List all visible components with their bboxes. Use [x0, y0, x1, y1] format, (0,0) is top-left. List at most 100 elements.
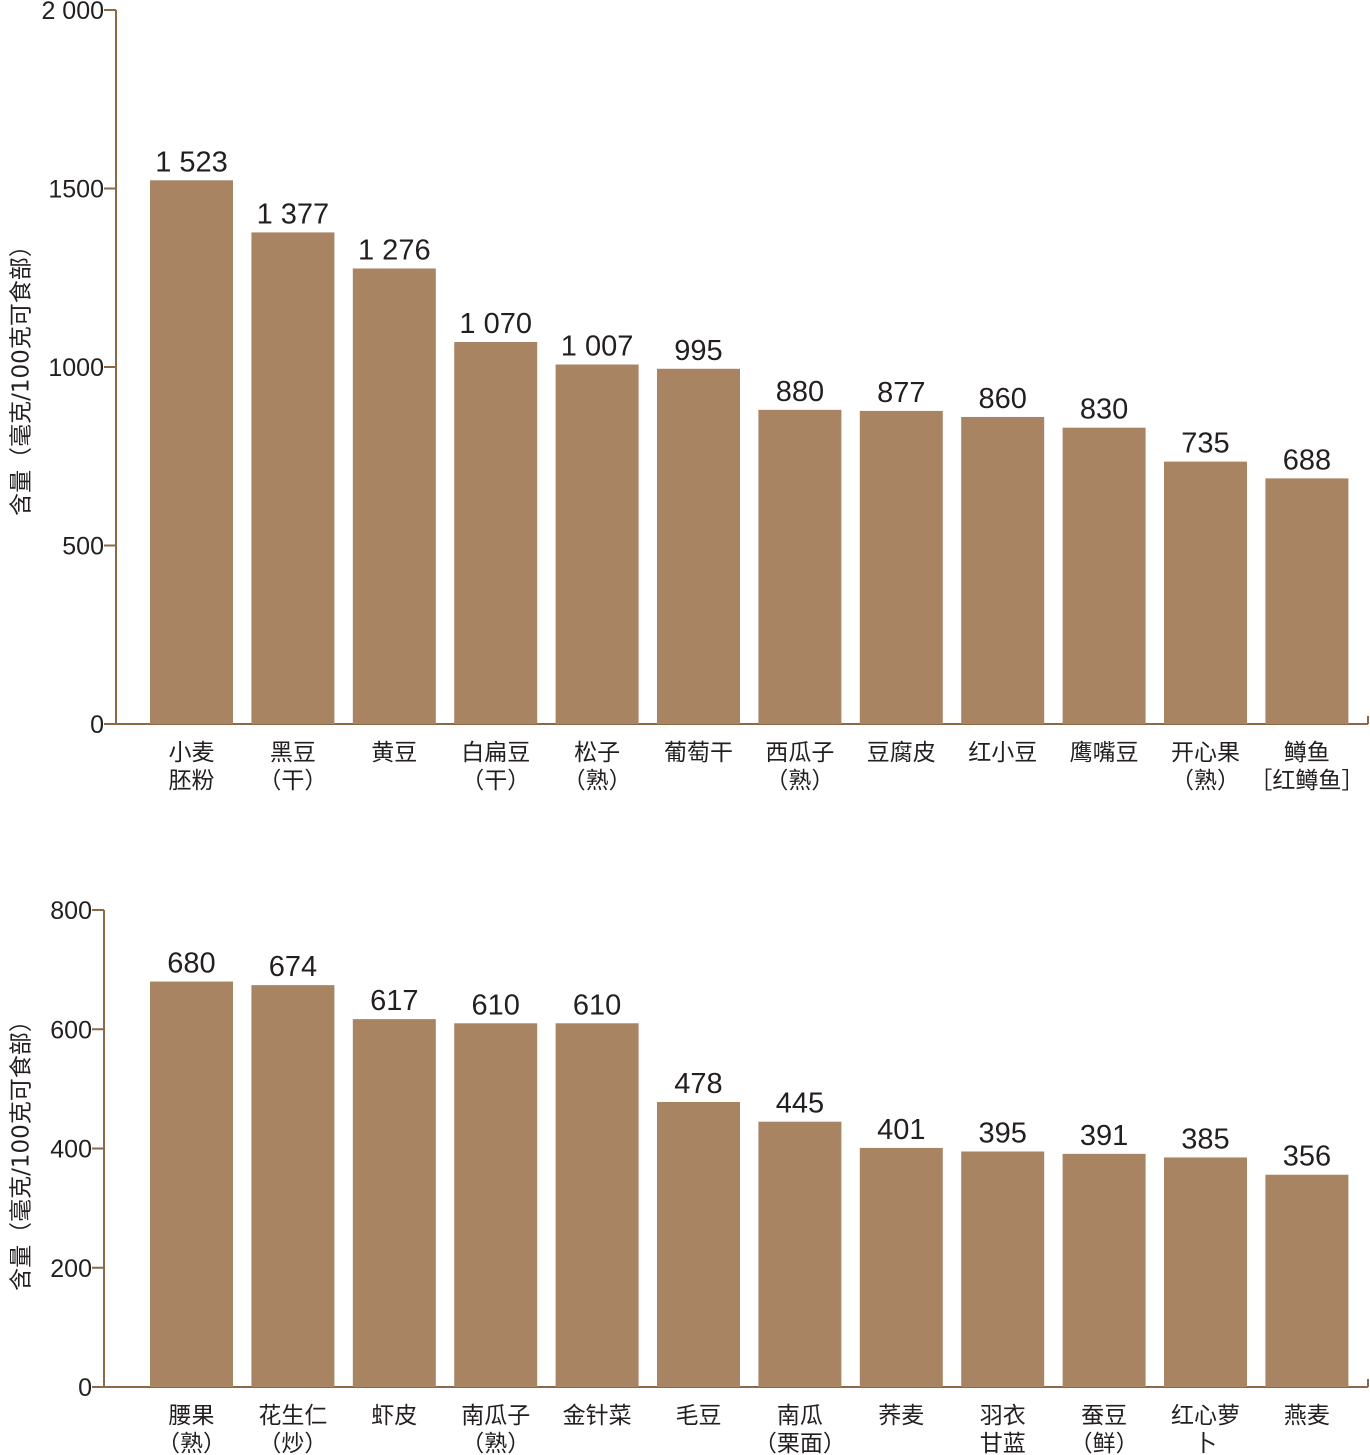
bar [1164, 461, 1247, 724]
data-label: 1 523 [155, 146, 228, 178]
x-tick-label: 羽衣 [980, 1403, 1026, 1429]
y-axis-title: 含量（毫克/100克可食部） [9, 1009, 35, 1291]
bar [657, 1101, 740, 1387]
x-tick-label: 鹰嘴豆 [1070, 740, 1139, 766]
y-tick-label: 800 [50, 897, 92, 925]
data-label: 356 [1283, 1141, 1331, 1173]
x-tick-label: （干） [461, 768, 530, 794]
y-axis-title: 含量（毫克/100克可食部） [9, 234, 35, 516]
y-tick-label: 2 000 [41, 0, 104, 25]
data-label: 391 [1080, 1120, 1128, 1152]
x-tick-label: 豆腐皮 [867, 740, 936, 766]
data-label: 860 [979, 383, 1027, 415]
bar [1062, 427, 1146, 724]
x-tick-label: 鳟鱼 [1284, 740, 1330, 766]
x-tick-label: （鲜） [1070, 1431, 1139, 1455]
bar [555, 1023, 639, 1387]
x-tick-label: （干） [258, 768, 327, 794]
bar [555, 364, 639, 724]
x-tick-label: 金针菜 [563, 1403, 632, 1429]
y-tick-label: 500 [62, 533, 104, 561]
y-tick-label: 600 [50, 1016, 92, 1044]
x-tick-label: （熟） [461, 1431, 530, 1455]
data-label: 385 [1181, 1123, 1229, 1155]
data-label: 610 [573, 989, 621, 1021]
data-label: 445 [776, 1088, 824, 1120]
bar [961, 416, 1045, 724]
data-label: 478 [674, 1068, 722, 1100]
x-tick-label: 黑豆 [270, 740, 316, 766]
bar [352, 1019, 436, 1387]
bar [859, 410, 943, 724]
x-tick-label: 南瓜 [777, 1403, 823, 1429]
data-label: 610 [472, 989, 520, 1021]
chart-bottom: 0200400600800含量（毫克/100克可食部）680腰果（熟）674花生… [9, 897, 1369, 1455]
x-tick-label: 卜 [1194, 1431, 1217, 1455]
data-label: 735 [1181, 428, 1229, 460]
x-tick-label: 荞麦 [878, 1403, 924, 1429]
x-tick-label: 白扁豆 [461, 740, 530, 766]
bar [150, 180, 233, 724]
x-tick-label: 开心果 [1171, 740, 1240, 766]
bar [657, 368, 740, 724]
x-tick-label: 红小豆 [968, 740, 1037, 766]
x-tick-label: （熟） [765, 768, 834, 794]
x-tick-label: 虾皮 [371, 1403, 417, 1429]
x-tick-label: 小麦 [169, 740, 215, 766]
x-tick-label: 花生仁 [258, 1403, 327, 1429]
data-label: 1 276 [358, 234, 431, 266]
x-tick-label: （熟） [157, 1431, 226, 1455]
x-tick-label: 南瓜子 [461, 1403, 530, 1429]
x-tick-label: 蚕豆 [1081, 1403, 1127, 1429]
data-label: 688 [1283, 444, 1331, 476]
y-tick-label: 1500 [48, 176, 104, 204]
data-label: 1 377 [257, 198, 330, 230]
bar [454, 1023, 538, 1387]
y-tick-label: 0 [90, 711, 104, 739]
bar [758, 409, 842, 724]
bar [1265, 1174, 1349, 1387]
data-label: 995 [674, 335, 722, 367]
bar [1062, 1153, 1146, 1387]
bar [150, 981, 233, 1387]
data-label: 1 070 [459, 308, 532, 340]
x-tick-label: 毛豆 [676, 1403, 722, 1429]
data-label: 830 [1080, 394, 1128, 426]
bar [251, 985, 335, 1387]
x-tick-label: 燕麦 [1284, 1403, 1330, 1429]
x-tick-label: 红心萝 [1171, 1403, 1240, 1429]
y-tick-label: 200 [50, 1255, 92, 1283]
data-label: 674 [269, 951, 317, 983]
bar [454, 342, 538, 724]
bar [758, 1121, 842, 1387]
data-label: 401 [877, 1114, 925, 1146]
bar [961, 1151, 1045, 1387]
x-tick-label: 甘蓝 [980, 1431, 1026, 1455]
data-label: 1 007 [561, 331, 634, 363]
x-tick-label: 胚粉 [169, 768, 215, 794]
x-tick-label: （熟） [563, 768, 632, 794]
data-label: 880 [776, 376, 824, 408]
data-label: 680 [167, 948, 215, 980]
x-tick-label: 腰果 [169, 1403, 215, 1429]
data-label: 617 [370, 985, 418, 1017]
y-tick-label: 1000 [48, 354, 104, 382]
x-tick-label: （熟） [1171, 768, 1240, 794]
x-tick-label: 葡萄干 [664, 740, 733, 766]
bar [1265, 478, 1349, 724]
x-tick-label: ［红鳟鱼］ [1249, 768, 1364, 794]
x-tick-label: （栗面） [754, 1431, 846, 1455]
bar [352, 268, 436, 724]
chart-top: 0 500 1000 1500 2 000 含量（毫克/100克可食部） 1 523 小麦胚粉… [9, 0, 1369, 794]
x-tick-label: 松子 [574, 740, 620, 766]
x-tick-label: 黄豆 [371, 740, 417, 766]
data-label: 395 [979, 1117, 1027, 1149]
bar [251, 232, 335, 724]
x-tick-label: 西瓜子 [765, 740, 834, 766]
bar [859, 1147, 943, 1387]
y-tick-label: 0 [78, 1374, 92, 1402]
x-tick-label: （炒） [258, 1431, 327, 1455]
y-tick-label: 400 [50, 1136, 92, 1164]
data-label: 877 [877, 377, 925, 409]
